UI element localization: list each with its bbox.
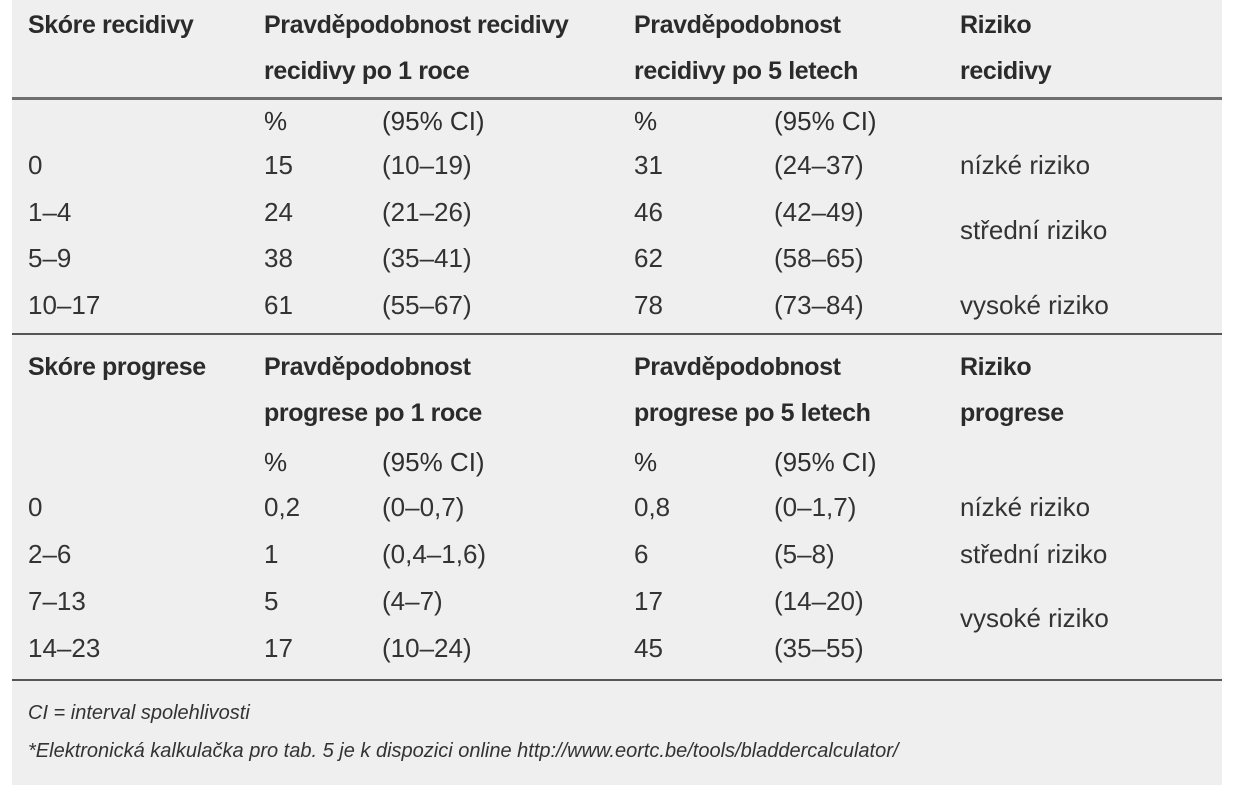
header-recurrence-5y-line1: Pravděpodobnost [634,11,841,39]
ci-cell: (73–84) [774,290,864,320]
ci-cell: (55–67) [382,290,472,320]
probability-cell: 6 [634,539,649,569]
section-divider [12,333,1222,335]
header-recurrence-score: Skóre recidivy [28,11,194,39]
score-cell: 0 [28,492,43,522]
subheader-percent: % [634,447,658,477]
risk-label-low: nízké riziko [960,492,1091,522]
risk-label-high: vysoké riziko [960,290,1109,320]
probability-cell: 61 [264,290,293,320]
ci-cell: (10–19) [382,150,472,180]
ci-cell: (0,4–1,6) [382,539,487,569]
risk-table: Skóre recidivy Pravděpodobnost recidivy … [12,0,1222,785]
probability-cell: 38 [264,243,293,273]
ci-cell: (14–20) [774,586,864,616]
probability-cell: 1 [264,539,279,569]
ci-cell: (5–8) [774,539,835,569]
header-progression-risk-line1: Riziko [960,353,1032,381]
subheader-ci: (95% CI) [774,447,877,477]
header-recurrence-risk-line1: Riziko [960,11,1032,39]
subheader-ci: (95% CI) [774,106,877,136]
ci-cell: (24–37) [774,150,864,180]
probability-cell: 0,8 [634,492,671,522]
ci-cell: (35–55) [774,633,864,663]
probability-cell: 46 [634,197,663,227]
risk-label-high: vysoké riziko [960,603,1109,633]
risk-label-low: nízké riziko [960,150,1091,180]
risk-label-mid: střední riziko [960,539,1108,569]
subheader-percent: % [634,106,658,136]
subheader-percent: % [264,447,288,477]
header-progression-5y-line1: Pravděpodobnost [634,353,841,381]
ci-cell: (4–7) [382,586,443,616]
score-cell: 5–9 [28,243,72,273]
score-cell: 1–4 [28,197,72,227]
probability-cell: 17 [634,586,663,616]
subheader-percent: % [264,106,288,136]
ci-cell: (0–1,7) [774,492,857,522]
score-cell: 7–13 [28,586,86,616]
ci-cell: (58–65) [774,243,864,273]
subheader-ci: (95% CI) [382,106,485,136]
ci-cell: (35–41) [382,243,472,273]
probability-cell: 17 [264,633,293,663]
footer-divider [12,679,1222,681]
probability-cell: 78 [634,290,663,320]
ci-cell: (42–49) [774,197,864,227]
header-progression-1y-line2: progrese po 1 roce [264,399,482,427]
header-recurrence-5y-line2: recidivy po 5 letech [634,57,859,85]
header-progression-5y-line2: progrese po 5 letech [634,399,871,427]
header-divider [12,97,1222,100]
header-recurrence-risk-line2: recidivy [960,57,1052,85]
score-cell: 10–17 [28,290,101,320]
probability-cell: 31 [634,150,663,180]
ci-cell: (10–24) [382,633,472,663]
footnote-calculator: *Elektronická kalkulačka pro tab. 5 je k… [28,740,899,762]
ci-cell: (21–26) [382,197,472,227]
header-progression-score: Skóre progrese [28,353,206,381]
header-recurrence-1y-line2: recidivy po 1 roce [264,57,470,85]
probability-cell: 5 [264,586,279,616]
probability-cell: 0,2 [264,492,301,522]
ci-cell: (0–0,7) [382,492,465,522]
score-cell: 2–6 [28,539,72,569]
probability-cell: 45 [634,633,663,663]
header-progression-risk-line2: progrese [960,399,1064,427]
header-progression-1y-line1: Pravděpodobnost [264,353,471,381]
probability-cell: 15 [264,150,293,180]
header-recurrence-1y-line1: Pravděpodobnost recidivy [264,11,569,39]
probability-cell: 62 [634,243,663,273]
subheader-ci: (95% CI) [382,447,485,477]
score-cell: 0 [28,150,43,180]
footnote-ci: CI = interval spolehlivosti [28,702,250,724]
score-cell: 14–23 [28,633,101,663]
risk-label-mid: střední riziko [960,215,1108,245]
probability-cell: 24 [264,197,293,227]
